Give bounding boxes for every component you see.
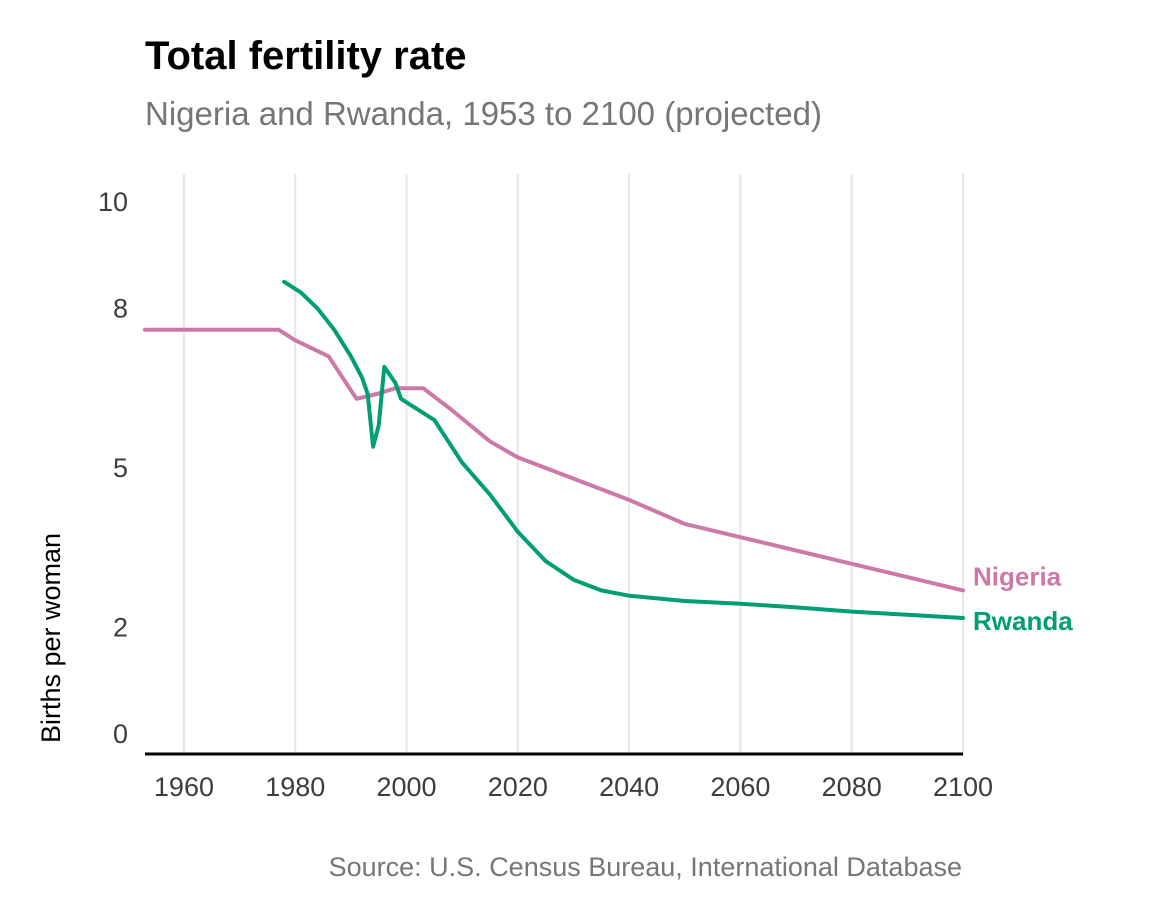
x-tick-label: 2060 — [710, 772, 770, 802]
source-caption: Source: U.S. Census Bureau, Internationa… — [328, 852, 962, 882]
y-tick-label: 5 — [113, 453, 128, 483]
y-tick-label: 10 — [98, 187, 128, 217]
series-label-nigeria: Nigeria — [973, 561, 1062, 591]
gridlines — [182, 174, 964, 754]
y-tick-label: 0 — [113, 719, 128, 749]
tick-labels: 1960 1980 2000 2020 2040 2060 2080 2100 0 2 5 8 10 — [98, 187, 993, 802]
y-tick-label: 8 — [113, 293, 128, 323]
chart-title: Total fertility rate — [145, 34, 467, 78]
series-line-rwanda — [282, 279, 965, 620]
x-tick-label: 2000 — [376, 772, 436, 802]
y-axis-title: Births per woman — [36, 533, 66, 743]
x-tick-label: 2020 — [488, 772, 548, 802]
series-label-rwanda: Rwanda — [973, 606, 1073, 636]
x-tick-label: 1960 — [154, 772, 214, 802]
series-lines — [143, 279, 965, 620]
series-line-nigeria — [143, 327, 965, 593]
chart-subtitle: Nigeria and Rwanda, 1953 to 2100 (projec… — [145, 95, 822, 132]
series-labels: Nigeria Rwanda — [973, 561, 1073, 636]
x-tick-label: 2040 — [599, 772, 659, 802]
x-tick-label: 2080 — [822, 772, 882, 802]
x-tick-label: 1980 — [265, 772, 325, 802]
y-tick-label: 2 — [113, 613, 128, 643]
x-tick-label: 2100 — [933, 772, 993, 802]
